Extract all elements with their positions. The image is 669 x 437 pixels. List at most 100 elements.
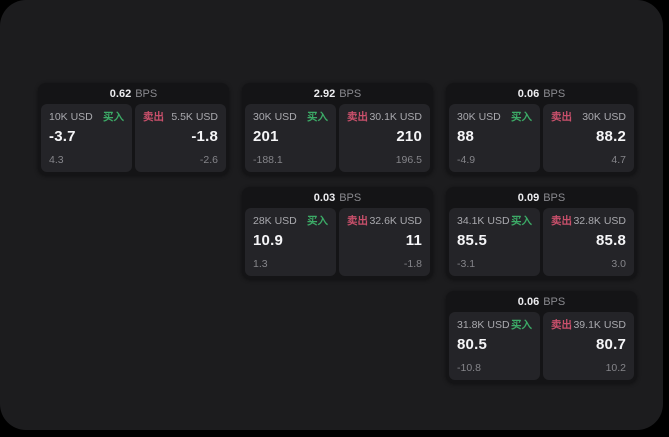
sell-sub-value: 3.0 [611,258,626,270]
buy-sub-value: -4.9 [457,154,476,166]
buy-sub-value: -3.1 [457,258,476,270]
bps-unit-label: BPS [543,191,566,204]
buy-price: 85.5 [457,232,487,249]
buy-price: 88 [457,128,475,145]
bps-value: 0.09 [517,191,540,204]
sell-sub-value: -1.8 [403,258,422,270]
sell-notional: 30K USD [582,111,626,123]
buy-sub-value: -10.8 [457,362,481,374]
sell-side-label: 卖出 [551,319,572,331]
sell-panel-header: 卖出 32.6K USD [347,215,422,227]
bps-unit-label: BPS [543,87,566,100]
sell-side-label: 卖出 [347,215,368,227]
sell-panel[interactable]: 卖出 5.5K USD -1.8 -2.6 [135,104,226,172]
buy-side-label: 买入 [511,215,532,227]
sell-panel-header: 卖出 30K USD [551,111,626,123]
bps-header: 0.09 BPS [446,187,637,208]
buy-side-label: 买入 [103,111,124,123]
buy-price: 10.9 [253,232,283,249]
buy-side-label: 买入 [511,319,532,331]
sell-notional: 32.6K USD [369,215,422,227]
quote-panels: 10K USD 买入 -3.7 4.3 卖出 5.5K USD -1.8 -2.6 [38,104,229,175]
sell-price: 80.7 [596,336,626,353]
bps-card: 0.06 BPS 30K USD 买入 88 -4.9 卖出 30K USD 88.2 4.7 [446,83,637,175]
sell-sub-value: -2.6 [199,154,218,166]
buy-notional: 34.1K USD [457,215,510,227]
bps-header: 0.06 BPS [446,291,637,312]
buy-side-label: 买入 [307,111,328,123]
buy-price: -3.7 [49,128,76,145]
quote-panels: 34.1K USD 买入 85.5 -3.1 卖出 32.8K USD 85.8 3.0 [446,208,637,279]
bps-value: 0.06 [517,87,540,100]
bps-header: 2.92 BPS [242,83,433,104]
sell-sub-value: 196.5 [395,154,422,166]
cards-grid: 0.62 BPS 10K USD 买入 -3.7 4.3 卖出 5.5K USD -1.8 -2.… [38,83,637,383]
bps-value: 0.62 [109,87,132,100]
buy-panel[interactable]: 10K USD 买入 -3.7 4.3 [41,104,132,172]
sell-price: -1.8 [191,128,218,145]
bps-value: 2.92 [313,87,336,100]
sell-panel[interactable]: 卖出 30.1K USD 210 196.5 [339,104,430,172]
sell-price: 11 [405,232,422,249]
buy-panel-header: 30K USD 买入 [457,111,532,123]
sell-notional: 32.8K USD [573,215,626,227]
bps-value: 0.03 [313,191,336,204]
buy-notional: 28K USD [253,215,297,227]
bps-card: 0.03 BPS 28K USD 买入 10.9 1.3 卖出 32.6K USD 11 -1.8 [242,187,433,279]
app-window: 0.62 BPS 10K USD 买入 -3.7 4.3 卖出 5.5K USD -1.8 -2.… [0,0,663,430]
bps-card: 0.62 BPS 10K USD 买入 -3.7 4.3 卖出 5.5K USD -1.8 -2.… [38,83,229,175]
sell-side-label: 卖出 [551,111,572,123]
buy-sub-value: -188.1 [253,154,283,166]
buy-panel-header: 31.8K USD 买入 [457,319,532,331]
buy-sub-value: 1.3 [253,258,268,270]
bps-card: 0.06 BPS 31.8K USD 买入 80.5 -10.8 卖出 39.1K USD 80… [446,291,637,383]
bps-header: 0.62 BPS [38,83,229,104]
sell-panel-header: 卖出 30.1K USD [347,111,422,123]
quote-panels: 28K USD 买入 10.9 1.3 卖出 32.6K USD 11 -1.8 [242,208,433,279]
sell-sub-value: 10.2 [605,362,626,374]
sell-panel[interactable]: 卖出 39.1K USD 80.7 10.2 [543,312,634,380]
sell-side-label: 卖出 [143,111,164,123]
buy-panel[interactable]: 28K USD 买入 10.9 1.3 [245,208,336,276]
sell-panel[interactable]: 卖出 30K USD 88.2 4.7 [543,104,634,172]
bps-unit-label: BPS [135,87,158,100]
buy-notional: 31.8K USD [457,319,510,331]
sell-side-label: 卖出 [347,111,368,123]
buy-panel-header: 34.1K USD 买入 [457,215,532,227]
bps-unit-label: BPS [543,295,566,308]
quote-panels: 30K USD 买入 88 -4.9 卖出 30K USD 88.2 4.7 [446,104,637,175]
buy-notional: 30K USD [457,111,501,123]
buy-side-label: 买入 [307,215,328,227]
buy-panel[interactable]: 30K USD 买入 201 -188.1 [245,104,336,172]
sell-side-label: 卖出 [551,215,572,227]
buy-panel[interactable]: 34.1K USD 买入 85.5 -3.1 [449,208,540,276]
buy-panel[interactable]: 30K USD 买入 88 -4.9 [449,104,540,172]
sell-price: 88.2 [596,128,626,145]
bps-header: 0.06 BPS [446,83,637,104]
sell-panel-header: 卖出 39.1K USD [551,319,626,331]
quote-panels: 31.8K USD 买入 80.5 -10.8 卖出 39.1K USD 80.7 10.2 [446,312,637,383]
bps-unit-label: BPS [339,191,362,204]
bps-header: 0.03 BPS [242,187,433,208]
buy-panel-header: 30K USD 买入 [253,111,328,123]
bps-card: 0.09 BPS 34.1K USD 买入 85.5 -3.1 卖出 32.8K USD 85.… [446,187,637,279]
sell-notional: 30.1K USD [369,111,422,123]
buy-notional: 30K USD [253,111,297,123]
sell-price: 210 [396,128,422,145]
sell-panel[interactable]: 卖出 32.8K USD 85.8 3.0 [543,208,634,276]
bps-value: 0.06 [517,295,540,308]
sell-panel-header: 卖出 32.8K USD [551,215,626,227]
buy-panel-header: 28K USD 买入 [253,215,328,227]
bps-unit-label: BPS [339,87,362,100]
bps-card: 2.92 BPS 30K USD 买入 201 -188.1 卖出 30.1K USD 210 1… [242,83,433,175]
buy-notional: 10K USD [49,111,93,123]
buy-panel[interactable]: 31.8K USD 买入 80.5 -10.8 [449,312,540,380]
buy-sub-value: 4.3 [49,154,64,166]
sell-notional: 5.5K USD [171,111,218,123]
sell-sub-value: 4.7 [611,154,626,166]
sell-panel[interactable]: 卖出 32.6K USD 11 -1.8 [339,208,430,276]
buy-panel-header: 10K USD 买入 [49,111,124,123]
buy-side-label: 买入 [511,111,532,123]
buy-price: 80.5 [457,336,487,353]
